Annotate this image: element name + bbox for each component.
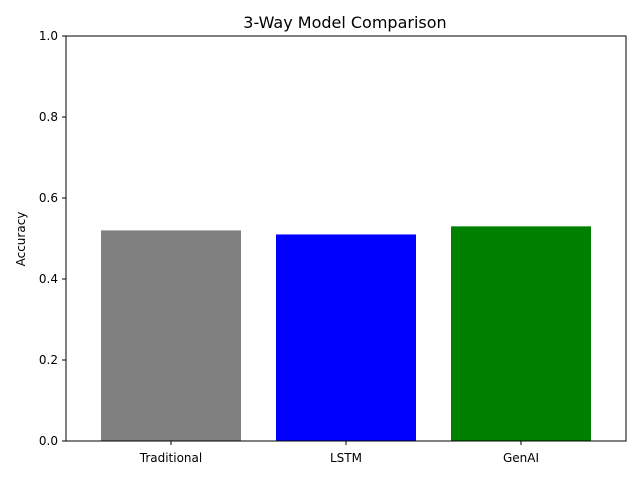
y-tick-label: 0.4 [39,272,58,286]
chart-title: 3-Way Model Comparison [243,13,446,32]
x-tick-label: LSTM [330,451,362,465]
y-tick-label: 0.2 [39,353,58,367]
y-axis-label: Accuracy [14,212,28,267]
bar-genai [451,226,591,441]
plot-area: Traditional LSTM GenAI 0.0 0.2 0.4 0.6 0.8 1.0 [39,29,627,465]
y-tick-label: 1.0 [39,29,58,43]
y-tick-label: 0.8 [39,110,58,124]
x-tick-label: GenAI [503,451,539,465]
x-tick-label: Traditional [139,451,202,465]
bar-traditional [101,230,241,441]
axes-frame [65,35,627,442]
bar-lstm [276,234,416,441]
y-tick-label: 0.0 [39,434,58,448]
y-tick-label: 0.6 [39,191,58,205]
